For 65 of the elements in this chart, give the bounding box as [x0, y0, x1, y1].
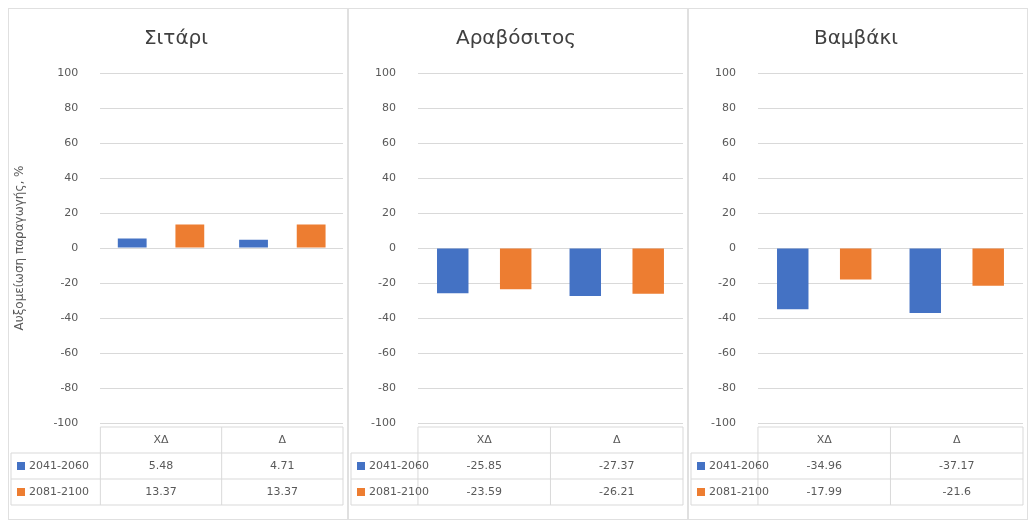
bar — [296, 224, 326, 248]
data-label: -17.99 — [806, 484, 842, 498]
y-tick-label: 80 — [64, 100, 79, 114]
legend-label: 2041-2060 — [369, 458, 429, 472]
y-tick-label: -60 — [60, 345, 79, 359]
bar — [239, 239, 268, 248]
y-tick-label: -20 — [378, 275, 396, 289]
y-tick-label: 60 — [381, 135, 396, 149]
x-tick-label: Δ — [612, 432, 621, 446]
data-label: 13.37 — [145, 484, 177, 498]
bar — [175, 224, 205, 248]
legend-label: 2041-2060 — [709, 458, 769, 472]
x-tick-label: ΧΔ — [476, 432, 493, 446]
data-label: -26.21 — [599, 484, 635, 498]
y-tick-label: 20 — [381, 205, 396, 219]
y-tick-label: -60 — [718, 345, 736, 359]
y-tick-label: 100 — [374, 65, 396, 79]
x-tick-label: Δ — [278, 432, 287, 446]
y-tick-label: -20 — [718, 275, 736, 289]
bar — [117, 238, 147, 248]
data-label: -37.17 — [939, 458, 975, 472]
legend-label: 2041-2060 — [29, 458, 89, 472]
y-tick-label: 0 — [71, 240, 79, 254]
y-tick-label: 40 — [721, 170, 736, 184]
data-label: 13.37 — [266, 484, 299, 498]
y-tick-label: 20 — [721, 205, 736, 219]
data-label: 5.48 — [148, 458, 174, 472]
chart-title: Σιτάρι — [143, 25, 209, 50]
y-tick-label: 60 — [64, 135, 79, 149]
y-tick-label: 0 — [728, 240, 736, 254]
y-tick-label: -80 — [378, 380, 396, 394]
legend-label: 2081-2100 — [29, 484, 89, 498]
y-tick-label: 40 — [381, 170, 396, 184]
x-tick-label: Δ — [952, 432, 961, 446]
y-tick-label: 20 — [64, 205, 79, 219]
data-label: -27.37 — [599, 458, 635, 472]
y-tick-label: -40 — [378, 310, 396, 324]
data-label: 4.71 — [270, 458, 295, 472]
legend-label: 2081-2100 — [709, 484, 769, 498]
legend-label: 2081-2100 — [369, 484, 429, 498]
y-tick-label: 60 — [721, 135, 736, 149]
y-tick-label: -40 — [718, 310, 736, 324]
y-tick-label: -20 — [60, 275, 79, 289]
y-tick-label: -80 — [718, 380, 736, 394]
data-label: -23.59 — [466, 484, 502, 498]
y-tick-label: 40 — [64, 170, 79, 184]
chart-title: Βαμβάκι — [813, 25, 899, 50]
chart-title: Αραβόσιτος — [455, 25, 577, 50]
y-tick-label: -80 — [60, 380, 79, 394]
y-tick-label: 100 — [714, 65, 736, 79]
y-tick-label: 100 — [57, 65, 79, 79]
y-tick-label: -100 — [53, 415, 79, 429]
y-tick-label: -100 — [371, 415, 396, 429]
data-label: -34.96 — [806, 458, 842, 472]
x-tick-label: ΧΔ — [816, 432, 833, 446]
y-axis-title: Αυξομείωση παραγωγής, % — [12, 165, 27, 331]
data-label: -25.85 — [466, 458, 502, 472]
y-tick-label: -40 — [60, 310, 79, 324]
y-tick-label: -100 — [711, 415, 736, 429]
x-tick-label: ΧΔ — [153, 432, 170, 446]
y-tick-label: 80 — [721, 100, 736, 114]
y-tick-label: 80 — [381, 100, 396, 114]
y-tick-label: -60 — [378, 345, 396, 359]
y-tick-label: 0 — [388, 240, 396, 254]
data-label: -21.6 — [942, 484, 971, 498]
